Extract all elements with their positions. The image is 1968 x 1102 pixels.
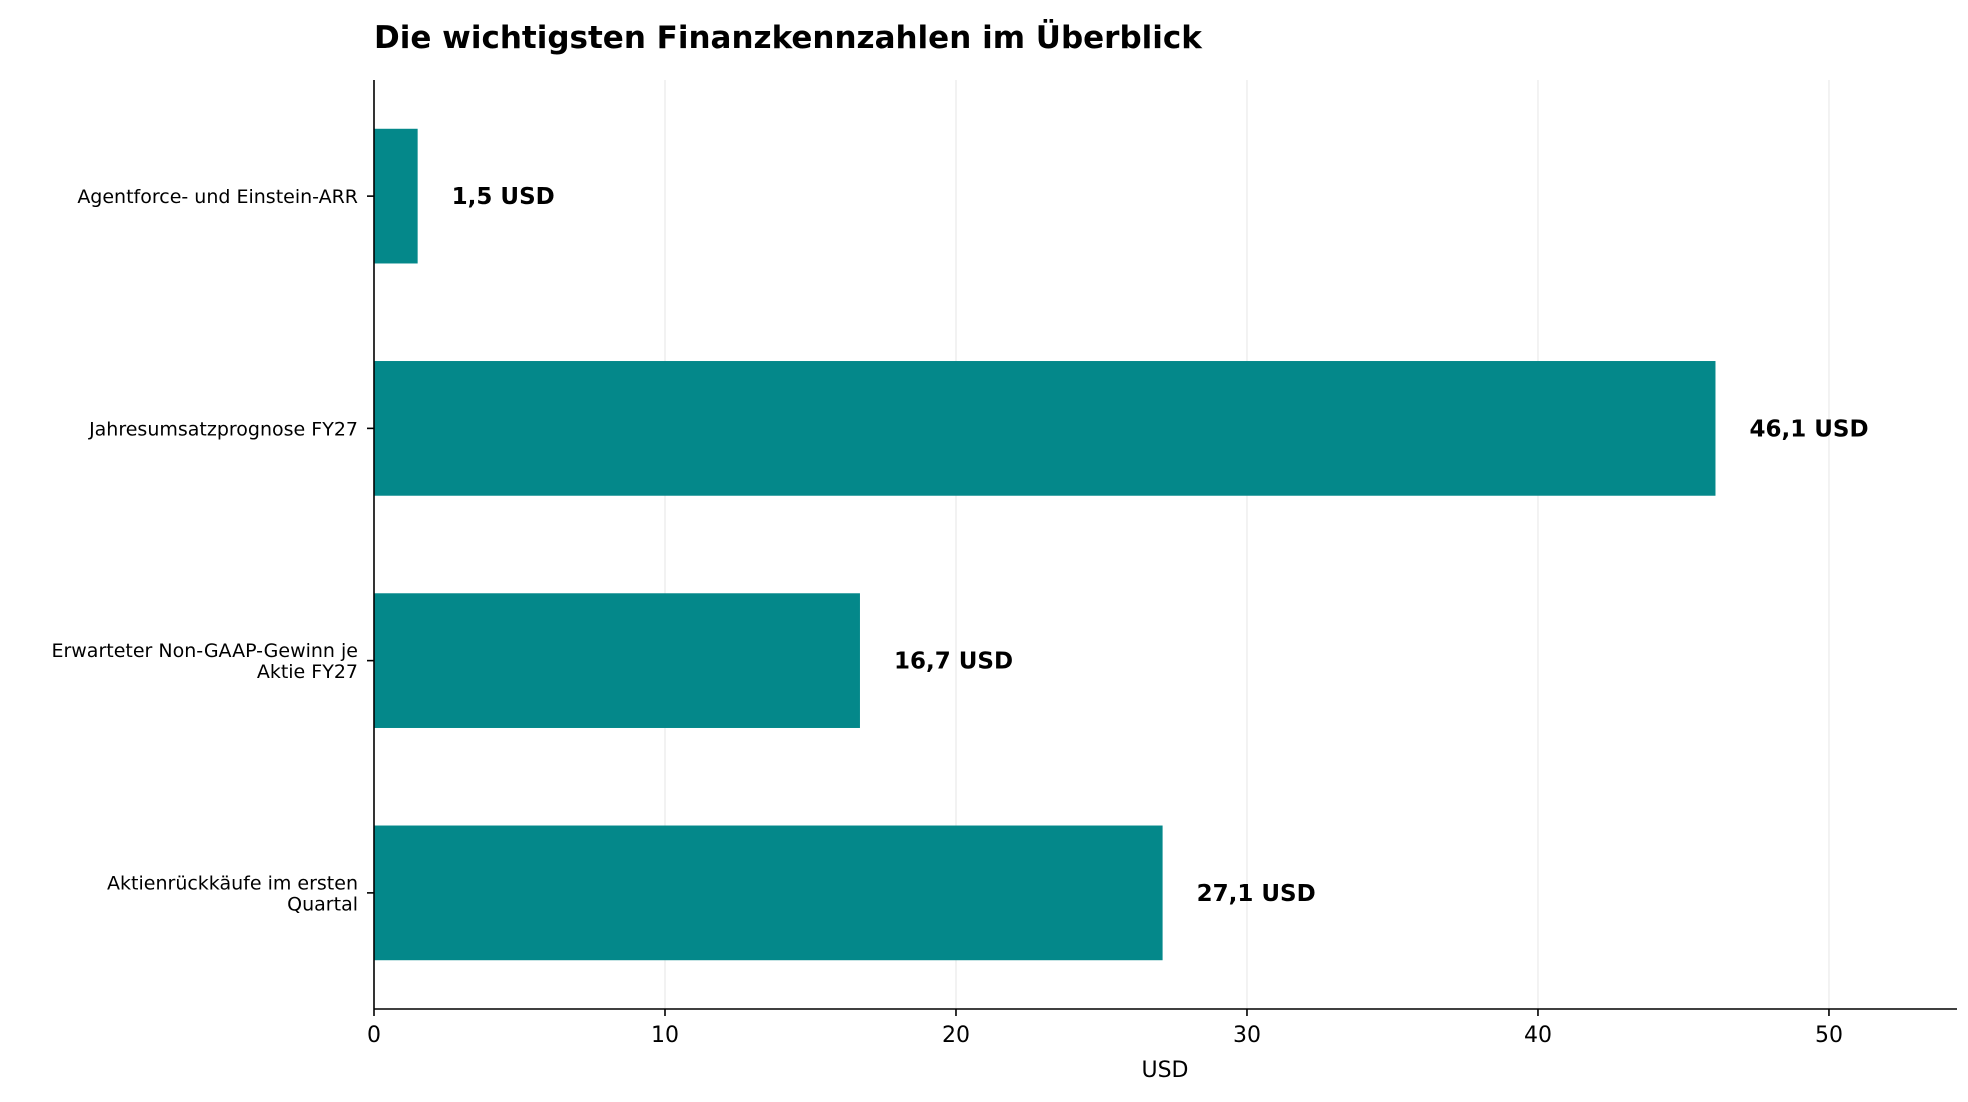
bars: [374, 128, 1716, 961]
x-tick-label: 0: [367, 1023, 381, 1048]
y-tick-label-line: Erwarteter Non-GAAP-Gewinn je: [51, 640, 358, 662]
data-label: 16,7 USD: [894, 649, 1013, 675]
y-tick-label: Agentforce- und Einstein-ARR: [77, 186, 358, 208]
y-tick-label: Aktienrückkäufe im ersten Quartal: [107, 872, 358, 915]
data-label: 46,1 USD: [1749, 416, 1868, 442]
bar: [374, 128, 418, 264]
x-tick-label: 50: [1815, 1023, 1843, 1048]
y-tick-label-line: Jahresumsatzprognose FY27: [88, 418, 358, 440]
x-tick-labels: 0 10 20 30 40 50: [367, 1009, 1843, 1048]
x-tick-label: 20: [942, 1023, 970, 1048]
data-labels: 1,5 USD 46,1 USD 16,7 USD 27,1 USD: [452, 184, 1869, 907]
x-axis-label: USD: [1141, 1058, 1188, 1083]
y-tick-label-line: Aktie FY27: [257, 661, 358, 683]
data-label: 27,1 USD: [1197, 881, 1316, 907]
axes: [373, 80, 1957, 1010]
y-tick-label: Jahresumsatzprognose FY27: [88, 418, 358, 440]
bar: [374, 361, 1716, 496]
chart-title: Die wichtigsten Finanzkennzahlen im Über…: [374, 19, 1203, 56]
y-tick-label-line: Aktienrückkäufe im ersten: [107, 872, 358, 894]
bar: [374, 593, 860, 728]
x-tick-label: 30: [1233, 1023, 1261, 1048]
y-tick-label-line: Agentforce- und Einstein-ARR: [77, 186, 358, 208]
x-tick-label: 10: [651, 1023, 679, 1048]
bar: [374, 825, 1163, 961]
y-tick-labels: Agentforce- und Einstein-ARR Jahresumsatz…: [51, 186, 374, 915]
y-tick-label-line: Quartal: [287, 893, 358, 915]
y-tick-label: Erwarteter Non-GAAP-Gewinn je Aktie FY27: [51, 640, 358, 683]
data-label: 1,5 USD: [452, 184, 555, 210]
x-tick-label: 40: [1524, 1023, 1552, 1048]
